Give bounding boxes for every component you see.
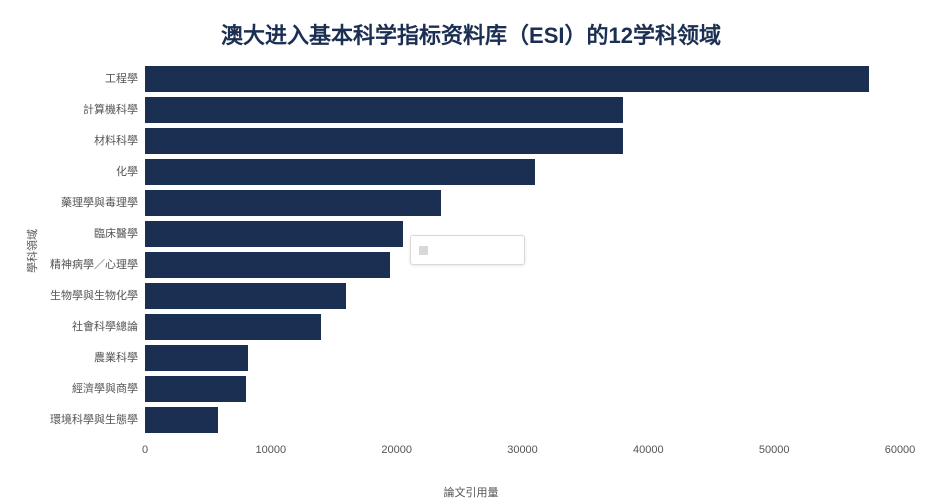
- bar-row: 化學: [145, 159, 900, 185]
- bar[interactable]: [145, 97, 623, 123]
- bar-row: 藥理學與毒理學: [145, 190, 900, 216]
- bar-row: 生物學與生物化學: [145, 283, 900, 309]
- bar[interactable]: [145, 66, 869, 92]
- bar-row: 社會科學總論: [145, 314, 900, 340]
- bar-row: 材料科學: [145, 128, 900, 154]
- x-tick-label: 60000: [885, 444, 916, 456]
- category-label: 材料科學: [94, 128, 138, 154]
- bar[interactable]: [145, 407, 218, 433]
- bar-row: 工程學: [145, 66, 900, 92]
- bar-row: 計算機科學: [145, 97, 900, 123]
- category-label: 農業科學: [94, 345, 138, 371]
- category-label: 藥理學與毒理學: [61, 190, 138, 216]
- x-tick-label: 10000: [256, 444, 287, 456]
- category-label: 臨床醫學: [94, 221, 138, 247]
- x-tick-label: 30000: [507, 444, 538, 456]
- x-tick-label: 20000: [381, 444, 412, 456]
- x-tick-label: 40000: [633, 444, 664, 456]
- bar-row: 農業科學: [145, 345, 900, 371]
- bar[interactable]: [145, 221, 403, 247]
- bar[interactable]: [145, 283, 346, 309]
- x-tick-label: 0: [142, 444, 148, 456]
- bar[interactable]: [145, 345, 248, 371]
- bar-row: 環境科學與生態學: [145, 407, 900, 433]
- y-axis-title: 學科領域: [24, 229, 40, 273]
- category-label: 環境科學與生態學: [50, 407, 138, 433]
- category-label: 工程學: [105, 66, 138, 92]
- category-label: 經濟學與商學: [72, 376, 138, 402]
- bar[interactable]: [145, 252, 390, 278]
- bar[interactable]: [145, 314, 321, 340]
- category-label: 精神病學／心理學: [50, 252, 138, 278]
- bar-row: 經濟學與商學: [145, 376, 900, 402]
- bar[interactable]: [145, 376, 246, 402]
- category-label: 生物學與生物化學: [50, 283, 138, 309]
- tooltip-marker-icon: [419, 246, 428, 255]
- x-axis-title: 論文引用量: [444, 484, 499, 500]
- bar[interactable]: [145, 128, 623, 154]
- chart-container: 澳大进入基本科学指标资料库（ESI）的12学科领域 學科領域 工程學計算機科學材…: [0, 0, 942, 502]
- bar[interactable]: [145, 159, 535, 185]
- bar[interactable]: [145, 190, 441, 216]
- category-label: 計算機科學: [83, 97, 138, 123]
- category-label: 社會科學總論: [72, 314, 138, 340]
- chart-title: 澳大进入基本科学指标资料库（ESI）的12学科领域: [0, 0, 942, 60]
- category-label: 化學: [116, 159, 138, 185]
- tooltip: [410, 235, 525, 265]
- x-tick-label: 50000: [759, 444, 790, 456]
